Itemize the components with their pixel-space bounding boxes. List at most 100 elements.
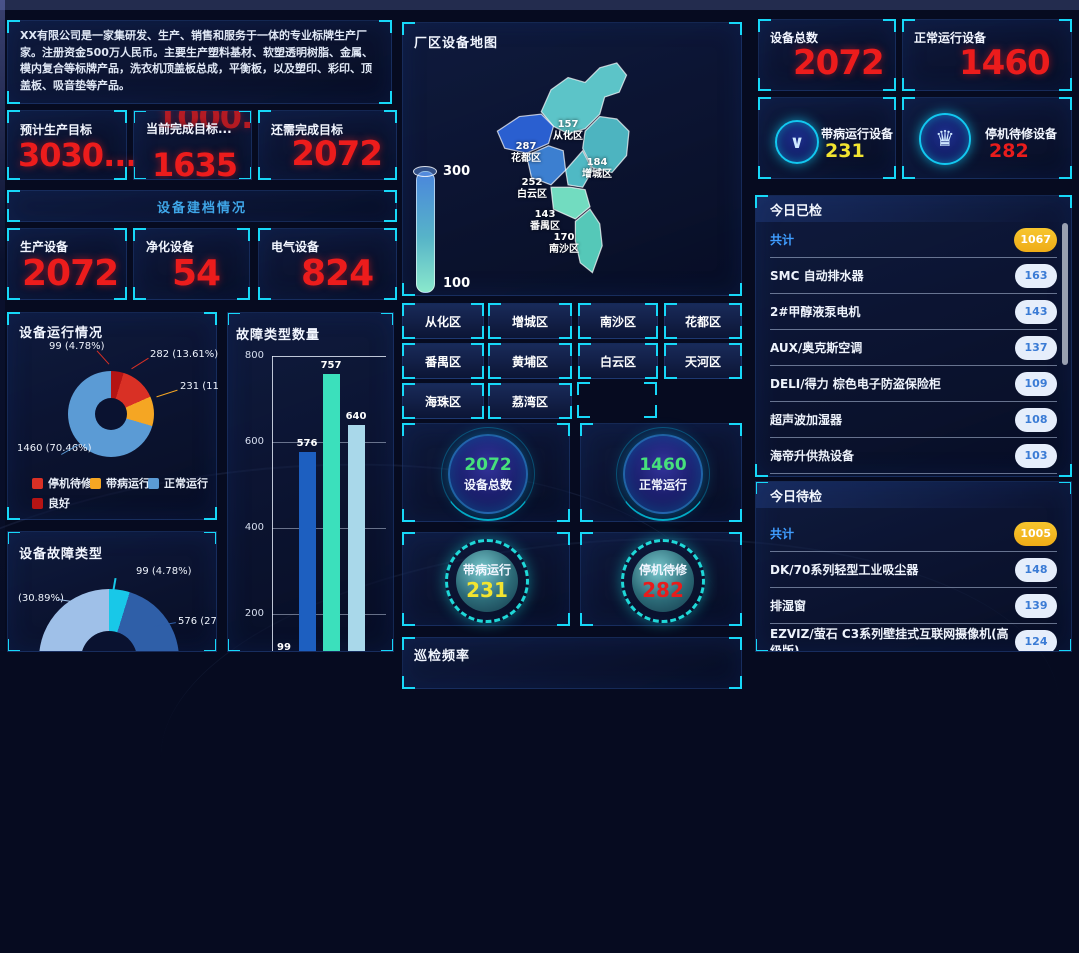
list-item[interactable]: EZVIZ/萤石 C3系列壁挂式互联网摄像机(高级版) 124 xyxy=(770,624,1057,651)
scrollbar[interactable] xyxy=(1062,223,1068,365)
gauge-stopped-label: 停机待修 xyxy=(638,562,687,577)
patrol-frequency-panel: 巡检频率 xyxy=(402,637,742,689)
stat-card-stopped-value: 282 xyxy=(989,140,1029,162)
map-title: 厂区设备地图 xyxy=(414,36,499,51)
stat-card-total: 设备总数 2072 xyxy=(758,19,896,91)
archive-card-production: 生产设备 2072 xyxy=(7,228,127,300)
gauge-total: 2072 设备总数 xyxy=(441,427,535,521)
fault-type-panel: 设备故障类型 99 (4.78%) (30.89%) 576 (27 xyxy=(7,531,217,652)
legend-label-stopped: 停机待修 xyxy=(48,477,92,490)
district-button-liwan-label: 荔湾区 xyxy=(511,394,548,409)
fault-type-donut-hole xyxy=(81,631,137,651)
patrol-frequency-title: 巡检频率 xyxy=(414,649,471,664)
bar-757[interactable] xyxy=(323,374,340,651)
chevron-down-circle-icon: ∨ xyxy=(775,120,819,164)
legend-item-good[interactable]: 良好 xyxy=(32,495,70,511)
list-item[interactable]: AUX/奥克斯空调 137 xyxy=(770,330,1057,366)
archive-card-purify-label: 净化设备 xyxy=(146,240,195,254)
list-item[interactable]: 排湿窗 139 xyxy=(770,588,1057,624)
list-item[interactable]: 共计 1005 xyxy=(770,516,1057,552)
district-button-tianhe[interactable]: 天河区 xyxy=(664,343,742,379)
district-button-haizhu[interactable]: 海珠区 xyxy=(402,383,484,419)
map-region-nansha[interactable] xyxy=(574,208,603,274)
gauge-impaired: 带病运行 231 xyxy=(445,539,529,623)
company-intro-panel: XX有限公司是一家集研发、生产、销售和服务于一体的专业标牌生产厂家。注册资金50… xyxy=(7,20,392,104)
gauge-impaired-value: 231 xyxy=(466,577,508,602)
map-region-huadu[interactable] xyxy=(496,113,555,154)
checked-item-badge: 103 xyxy=(1015,443,1057,468)
district-button-zengcheng[interactable]: 增城区 xyxy=(488,303,572,339)
map-value-zengcheng: 184 xyxy=(586,157,608,168)
district-button-empty-1 xyxy=(577,382,657,418)
bar-640[interactable] xyxy=(348,425,365,651)
district-button-haizhu-label: 海珠区 xyxy=(424,394,461,409)
list-item[interactable]: 2#甲醇液泵电机 143 xyxy=(770,294,1057,330)
legend-item-stopped[interactable]: 停机待修 xyxy=(32,475,92,491)
checked-item-badge: 143 xyxy=(1015,299,1057,324)
map-label-panyu: 143 番禺区 xyxy=(519,209,571,232)
fault-bar-title: 故障类型数量 xyxy=(236,328,321,343)
district-button-liwan[interactable]: 荔湾区 xyxy=(488,383,572,419)
list-item[interactable]: 海帝升供热设备 103 xyxy=(770,438,1057,474)
map-region-zengcheng[interactable] xyxy=(582,115,630,174)
district-button-zengcheng-label: 增城区 xyxy=(511,314,548,329)
district-button-panyu-label: 番禺区 xyxy=(424,354,461,369)
pending-item-badge: 148 xyxy=(1015,557,1057,582)
list-item[interactable]: DELI/得力 棕色电子防盗保险柜 109 xyxy=(770,366,1057,402)
map-value-baiyun: 252 xyxy=(521,177,543,188)
running-status-title: 设备运行情况 xyxy=(19,326,104,341)
legend-item-impaired[interactable]: 带病运行 xyxy=(90,475,150,491)
list-item[interactable]: SMC 自动排水器 163 xyxy=(770,258,1057,294)
map-value-huadu: 287 xyxy=(515,141,537,152)
gauge-stopped-face: 停机待修 282 xyxy=(632,550,694,612)
archive-header: 设备建档情况 xyxy=(7,190,397,222)
map-region-panyu[interactable] xyxy=(550,186,591,220)
map-visual-scale xyxy=(416,171,435,293)
district-button-conghua[interactable]: 从化区 xyxy=(402,303,484,339)
gauge-normal-value: 1460 xyxy=(639,455,687,476)
ytick-600: 600 xyxy=(244,436,264,447)
checked-today-panel: 今日已检 共计 1067 SMC 自动排水器 163 2#甲醇液泵电机 143 AUX… xyxy=(755,195,1072,477)
district-button-nansha[interactable]: 南沙区 xyxy=(578,303,658,339)
district-button-conghua-label: 从化区 xyxy=(424,314,461,329)
legend-item-normal[interactable]: 正常运行 xyxy=(148,475,208,491)
bar-label-576: 576 xyxy=(296,438,318,449)
map-region-conghua[interactable] xyxy=(540,62,628,135)
pending-item-name: 排湿窗 xyxy=(770,599,807,613)
gauge-normal: 1460 正常运行 xyxy=(616,427,710,521)
map-label-baiyun: 252 白云区 xyxy=(506,177,558,200)
pending-item-name: DK/70系列轻型工业吸尘器 xyxy=(770,563,919,577)
stat-card-normal-label: 正常运行设备 xyxy=(914,31,987,45)
ytick-800: 800 xyxy=(244,350,264,361)
leader-line-282 xyxy=(131,357,149,370)
map-region-center[interactable] xyxy=(564,149,594,188)
fault-type-label-top: 99 (4.78%) xyxy=(136,566,192,577)
archive-card-production-label: 生产设备 xyxy=(20,240,69,254)
bar-576[interactable] xyxy=(299,452,316,651)
checked-item-name: DELI/得力 棕色电子防盗保险柜 xyxy=(770,377,941,391)
bar-label-99: 99 xyxy=(277,642,291,652)
top-strip xyxy=(0,0,1079,10)
map-scale-min: 100 xyxy=(443,276,471,291)
target-card-current-value: 1635 xyxy=(152,146,238,180)
fault-type-title: 设备故障类型 xyxy=(19,547,104,562)
pending-item-badge: 124 xyxy=(1015,629,1057,651)
district-button-baiyun[interactable]: 白云区 xyxy=(578,343,658,379)
legend-label-normal: 正常运行 xyxy=(164,477,208,490)
list-item[interactable]: DK/70系列轻型工业吸尘器 148 xyxy=(770,552,1057,588)
archive-title: 设备建档情况 xyxy=(156,200,247,216)
list-item[interactable]: 超声波加湿器 108 xyxy=(770,402,1057,438)
target-card-current-label: 当前完成目标... xyxy=(146,122,232,136)
district-button-huangpu[interactable]: 黄埔区 xyxy=(488,343,572,379)
district-button-panyu[interactable]: 番禺区 xyxy=(402,343,484,379)
stat-card-impaired: ∨ 带病运行设备 231 xyxy=(758,97,896,179)
checked-item-badge: 109 xyxy=(1015,371,1057,396)
legend-swatch-impaired xyxy=(90,477,101,489)
running-status-panel: 设备运行情况 99 (4.78%) 282 (13.61%) 231 (11 1… xyxy=(7,312,219,520)
list-item[interactable]: 共计 1067 xyxy=(770,222,1057,258)
y-axis-line xyxy=(272,356,273,651)
target-card-current-ghost-value: 1000... xyxy=(156,110,252,136)
leader-line-99 xyxy=(96,350,110,365)
district-button-huadu[interactable]: 花都区 xyxy=(664,303,742,339)
stat-card-total-value: 2072 xyxy=(793,43,885,83)
